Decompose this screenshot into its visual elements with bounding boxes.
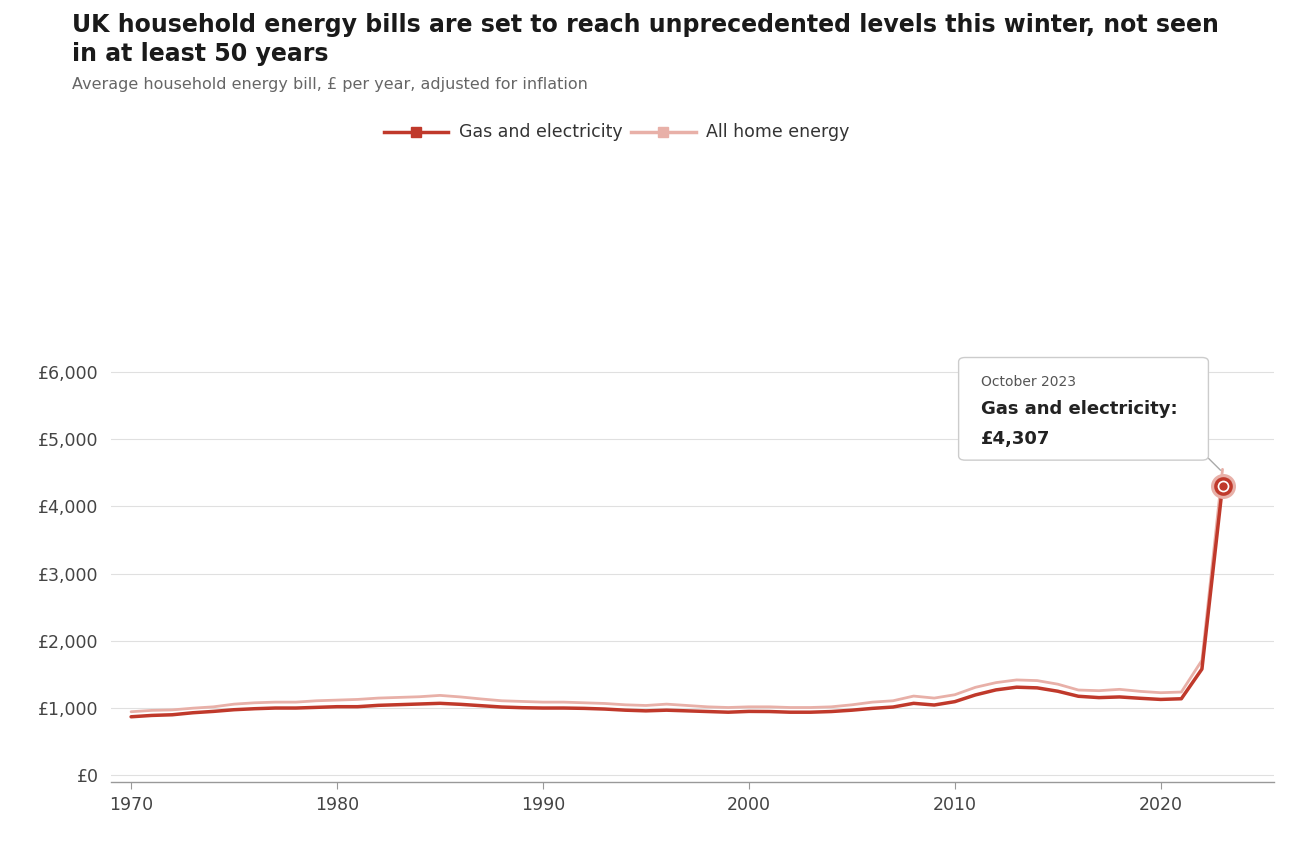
Text: Average household energy bill, £ per year, adjusted for inflation: Average household energy bill, £ per yea… [72, 76, 588, 92]
Text: All home energy: All home energy [706, 122, 849, 141]
Text: £4,307: £4,307 [980, 430, 1050, 448]
Text: October 2023: October 2023 [980, 375, 1075, 388]
Text: in at least 50 years: in at least 50 years [72, 42, 328, 66]
Text: Gas and electricity: Gas and electricity [459, 122, 623, 141]
Text: Gas and electricity:: Gas and electricity: [980, 400, 1178, 418]
Text: UK household energy bills are set to reach unprecedented levels this winter, not: UK household energy bills are set to rea… [72, 13, 1218, 37]
